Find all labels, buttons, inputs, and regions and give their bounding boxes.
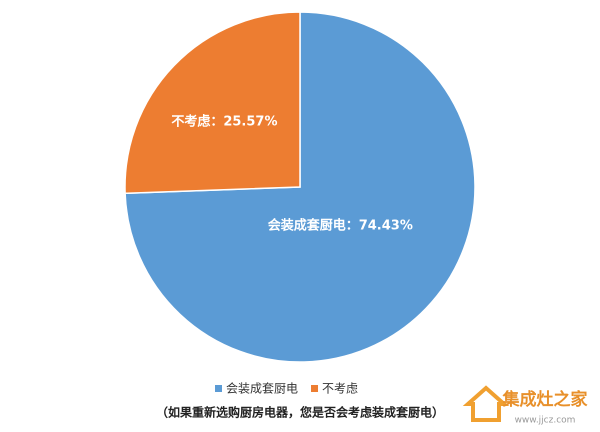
data-label: 会装成套厨电：74.43% (268, 217, 413, 233)
legend-label: 不考虑 (322, 382, 358, 396)
watermark-title: 集成灶之家 (502, 389, 588, 410)
legend-label: 会装成套厨电 (226, 382, 298, 396)
legend-swatch (215, 385, 222, 392)
legend-swatch (311, 385, 319, 392)
watermark-icon (462, 385, 510, 422)
pie-slice (124, 11, 301, 195)
watermark: 集成灶之家 www.jjcz.com (462, 385, 588, 426)
data-label: 不考虑：25.57% (171, 114, 277, 130)
watermark-url: www.jjcz.com (515, 416, 576, 426)
caption: （如果重新选购厨房电器，您是否会考虑装成套厨电） (156, 405, 444, 420)
